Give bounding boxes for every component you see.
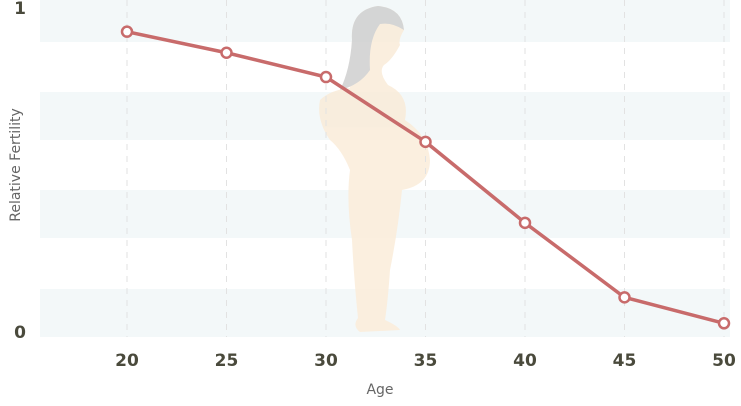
y-tick-label: 0	[14, 323, 26, 343]
silhouette	[319, 6, 430, 332]
x-axis-label: Age	[366, 382, 393, 398]
x-tick-label: 20	[115, 351, 139, 371]
point	[120, 25, 134, 38]
x-tick-label: 25	[215, 351, 239, 371]
figure	[319, 6, 430, 332]
point	[717, 317, 731, 330]
point	[618, 291, 631, 304]
x-tick-label: 35	[414, 351, 438, 371]
y-axis-label: Relative Fertility	[8, 108, 24, 222]
point	[220, 46, 233, 59]
point	[419, 135, 432, 149]
point	[518, 216, 532, 230]
point	[319, 70, 333, 84]
x-tick-label: 30	[314, 351, 338, 371]
x-tick-label: 50	[712, 351, 736, 371]
hair	[340, 6, 404, 90]
y-tick-label: 1	[14, 0, 26, 19]
x-tick-label: 45	[613, 351, 637, 371]
x-tick-label: 40	[513, 351, 537, 371]
